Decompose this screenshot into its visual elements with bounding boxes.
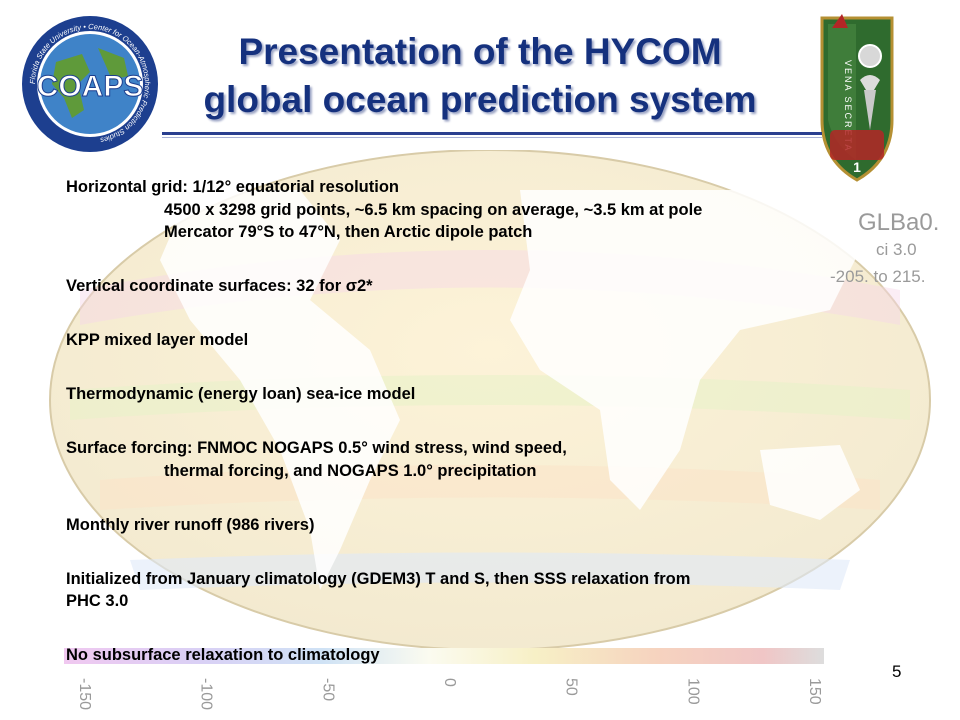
map-grid-label: GLBa0.08 [858, 209, 940, 236]
map-range-label: -205. to 215. [830, 267, 925, 286]
eurasia-africa-landmass [510, 190, 860, 510]
map-colorbar [64, 648, 824, 664]
insignia-ring-text: VENA SECRETA [843, 60, 853, 152]
title-underline [162, 132, 822, 135]
colorbar-ticks: -150 -100 -50 0 50 100 150 [76, 678, 823, 710]
surface-forcing-continued: thermal forcing, and NOGAPS 1.0° precipi… [164, 461, 537, 480]
seaice-model: Thermodynamic (energy loan) sea-ice mode… [66, 385, 416, 403]
australia-landmass [760, 445, 860, 520]
coaps-logo: Florida State University • Center for Oc… [22, 16, 158, 152]
coaps-logo-ring [23, 17, 157, 151]
initialization: Initialized from January climatology (GD… [66, 569, 691, 588]
river-runoff: Monthly river runoff (986 rivers) [66, 515, 315, 534]
grid-mercator: Mercator 79°S to 47°N, then Arctic dipol… [164, 223, 533, 241]
colorbar-tick-label: -150 [76, 678, 93, 710]
slide-title-line-1: Presentation of the HYCOM [238, 31, 722, 72]
ocean-map-background: GLBa0.08 ci 3.0 -205. to 215. -150 -100 -5… [49, 150, 940, 710]
colorbar-tick-label: 0 [441, 678, 458, 687]
map-ci-label: ci 3.0 [876, 240, 917, 259]
grid-heading: Horizontal grid: 1/12° equatorial resolu… [66, 178, 399, 196]
unit-insignia: VENA SECRETA 1 [820, 14, 894, 182]
grid-points: 4500 x 3298 grid points, ~6.5 km spacing… [164, 200, 703, 219]
colorbar-tick-label: 100 [684, 678, 701, 705]
insignia-number: 1 [853, 159, 861, 175]
title-underline-shadow [162, 137, 822, 138]
slide-content: Horizontal grid: 1/12° equatorial resolu… [66, 176, 896, 667]
colorbar-tick-label: 50 [563, 678, 580, 696]
slide-title-line-2: global ocean prediction system [203, 79, 757, 120]
kpp-model: KPP mixed layer model [66, 331, 249, 349]
surface-forcing: Surface forcing: FNMOC NOGAPS 0.5° wind … [66, 439, 567, 457]
page-number: 5 [892, 662, 902, 681]
vertical-coordinate: Vertical coordinate surfaces: 32 for σ2* [66, 277, 373, 295]
colorbar-tick-label: -50 [319, 678, 336, 701]
coaps-logo-wordmark: COAPS [37, 70, 144, 103]
colorbar-tick-label: 150 [806, 678, 823, 705]
americas-landmass [160, 190, 400, 590]
slide-title: Presentation of the HYCOM global ocean p… [150, 28, 810, 124]
colorbar-tick-label: -100 [198, 678, 215, 710]
initialization-continued: PHC 3.0 [66, 592, 129, 610]
subsurface-relaxation: No subsurface relaxation to climatology [66, 646, 380, 664]
